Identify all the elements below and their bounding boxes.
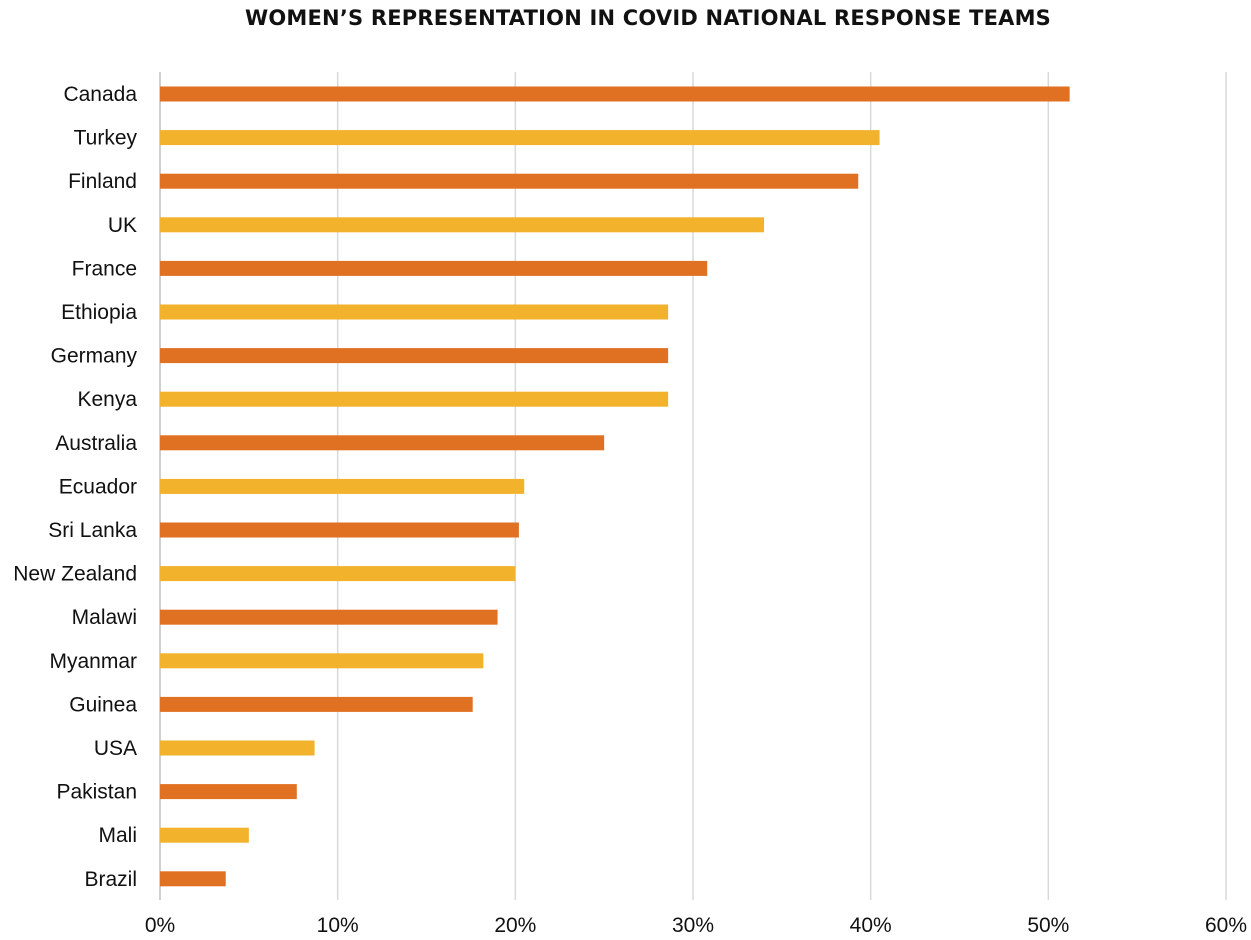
bar [160,740,315,756]
category-label: Malawi [72,606,137,629]
bar [160,696,473,712]
category-label: Brazil [84,868,137,891]
category-label: Turkey [74,127,138,150]
category-label: Ethiopia [61,301,137,324]
x-tick-label: 0% [145,914,175,937]
x-tick-label: 30% [672,914,714,937]
category-label: Ecuador [59,475,137,498]
category-label: UK [108,214,137,237]
x-tick-label: 50% [1027,914,1069,937]
bar [160,609,498,625]
category-label: Mali [98,824,137,847]
x-tick-label: 60% [1205,914,1247,937]
category-label: Canada [63,83,137,106]
bar [160,391,669,407]
bar [160,566,516,582]
bars [160,86,1070,887]
category-label: France [72,257,137,280]
bar [160,348,669,364]
x-tick-label: 20% [494,914,536,937]
category-label: New Zealand [13,563,137,586]
bar [160,784,297,800]
bar [160,871,226,887]
category-label: Kenya [77,388,137,411]
bar [160,260,708,276]
bar [160,217,765,233]
category-label: Myanmar [49,650,137,673]
bar [160,435,605,451]
bar [160,478,525,494]
category-label: Sri Lanka [48,519,137,542]
category-label: Finland [68,170,137,193]
category-label: Australia [55,432,137,455]
x-axis-tick-labels: 0% 10% 20% 30% 40% 50% 60% [145,914,1247,937]
x-tick-label: 10% [317,914,359,937]
bar [160,86,1070,102]
bar [160,130,880,146]
category-label: USA [94,737,137,760]
category-label: Guinea [69,693,137,716]
bar [160,827,249,843]
bar [160,304,669,320]
bar [160,522,519,538]
bar [160,653,484,669]
category-label: Pakistan [56,781,137,804]
category-label: Germany [51,345,138,368]
category-labels: Canada Turkey Finland UK France Ethiopia Germa… [13,83,137,891]
bar [160,173,859,189]
x-tick-label: 40% [850,914,892,937]
chart-title: WOMEN’S REPRESENTATION IN COVID NATIONAL… [244,6,1051,30]
